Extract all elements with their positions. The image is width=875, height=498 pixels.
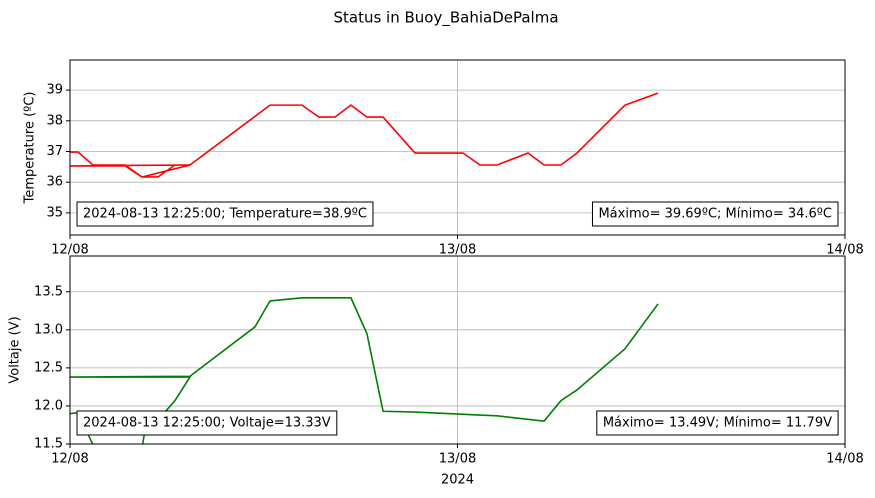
annotation: 2024-08-13 12:25:00; Voltaje=13.33V (83, 416, 331, 431)
x-tick-label: 13/08 (439, 243, 476, 258)
annotation-box (596, 410, 839, 436)
y-tick-label: 38 (46, 113, 63, 128)
annotation: Máximo= 39.69ºC; Mínimo= 34.6ºC (598, 207, 832, 222)
annotation: Máximo= 13.49V; Mínimo= 11.79V (603, 416, 832, 431)
y-tick-label: 39 (46, 83, 63, 98)
y-tick-label: 36 (46, 175, 63, 190)
y-axis-label: Voltaje (V) (8, 316, 23, 383)
y-axis-label: Temperature (ºC) (23, 92, 38, 205)
y-tick-label: 11.5 (34, 437, 63, 452)
y-tick-label: 12.0 (34, 398, 63, 413)
y-tick-label: 35 (46, 205, 63, 220)
annotation: 2024-08-13 12:25:00; Temperature=38.9ºC (83, 207, 367, 222)
x-tick-label: 13/08 (439, 452, 476, 467)
y-tick-label: 12.5 (34, 360, 63, 375)
x-tick-label: 14/08 (826, 452, 863, 467)
annotation-box (76, 410, 338, 436)
figure-title: Status in Buoy_BahiaDePalma (333, 9, 558, 28)
annotation-box (76, 201, 374, 227)
annotation-box (591, 201, 839, 227)
x-tick-label: 12/08 (51, 243, 88, 258)
y-tick-label: 37 (46, 144, 63, 159)
x-axis-label: 2024 (441, 473, 474, 488)
y-tick-label: 13.0 (34, 322, 63, 337)
axes-frame (69, 255, 846, 445)
x-tick-label: 12/08 (51, 452, 88, 467)
x-tick-label: 14/08 (826, 243, 863, 258)
line (70, 92, 659, 178)
axes-frame (69, 59, 846, 236)
y-tick-label: 13.5 (34, 284, 63, 299)
